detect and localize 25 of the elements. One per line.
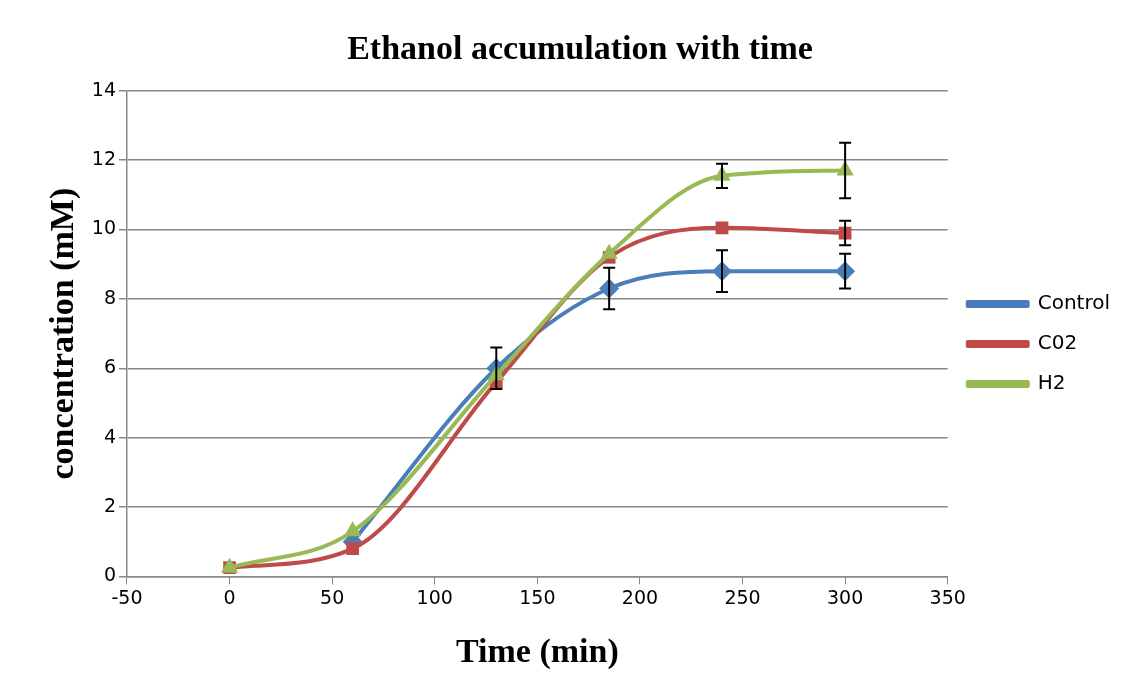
legend-label: Control [1037, 290, 1110, 315]
y-tick-label: 8 [103, 285, 116, 308]
x-axis-title: Time (min) [455, 632, 619, 671]
x-tick-label: 100 [416, 585, 453, 608]
y-tick-label: 4 [103, 424, 116, 447]
chart-title: Ethanol accumulation with time [347, 29, 813, 67]
legend-label: H2 [1037, 370, 1066, 395]
y-tick-label: 0 [103, 563, 116, 586]
x-tick-label: -50 [111, 585, 143, 608]
x-tick-label: 350 [929, 585, 966, 608]
point [346, 542, 360, 556]
x-tick-label: 250 [724, 585, 761, 608]
x-tick-label: 0 [223, 585, 236, 608]
y-tick-label: 14 [91, 77, 116, 100]
x-tick-label: 300 [826, 585, 864, 608]
y-axis-title: concentration (mM) [43, 187, 82, 480]
point [715, 221, 729, 235]
y-tick-label: 12 [91, 147, 116, 170]
x-tick-label: 200 [621, 585, 659, 608]
y-tick-label: 2 [103, 493, 116, 516]
x-tick-label: 150 [519, 585, 556, 608]
y-tick-label: 10 [91, 216, 116, 239]
x-tick-label: 50 [320, 585, 345, 608]
y-tick-label: 6 [103, 355, 116, 378]
legend-label: C02 [1037, 330, 1078, 355]
